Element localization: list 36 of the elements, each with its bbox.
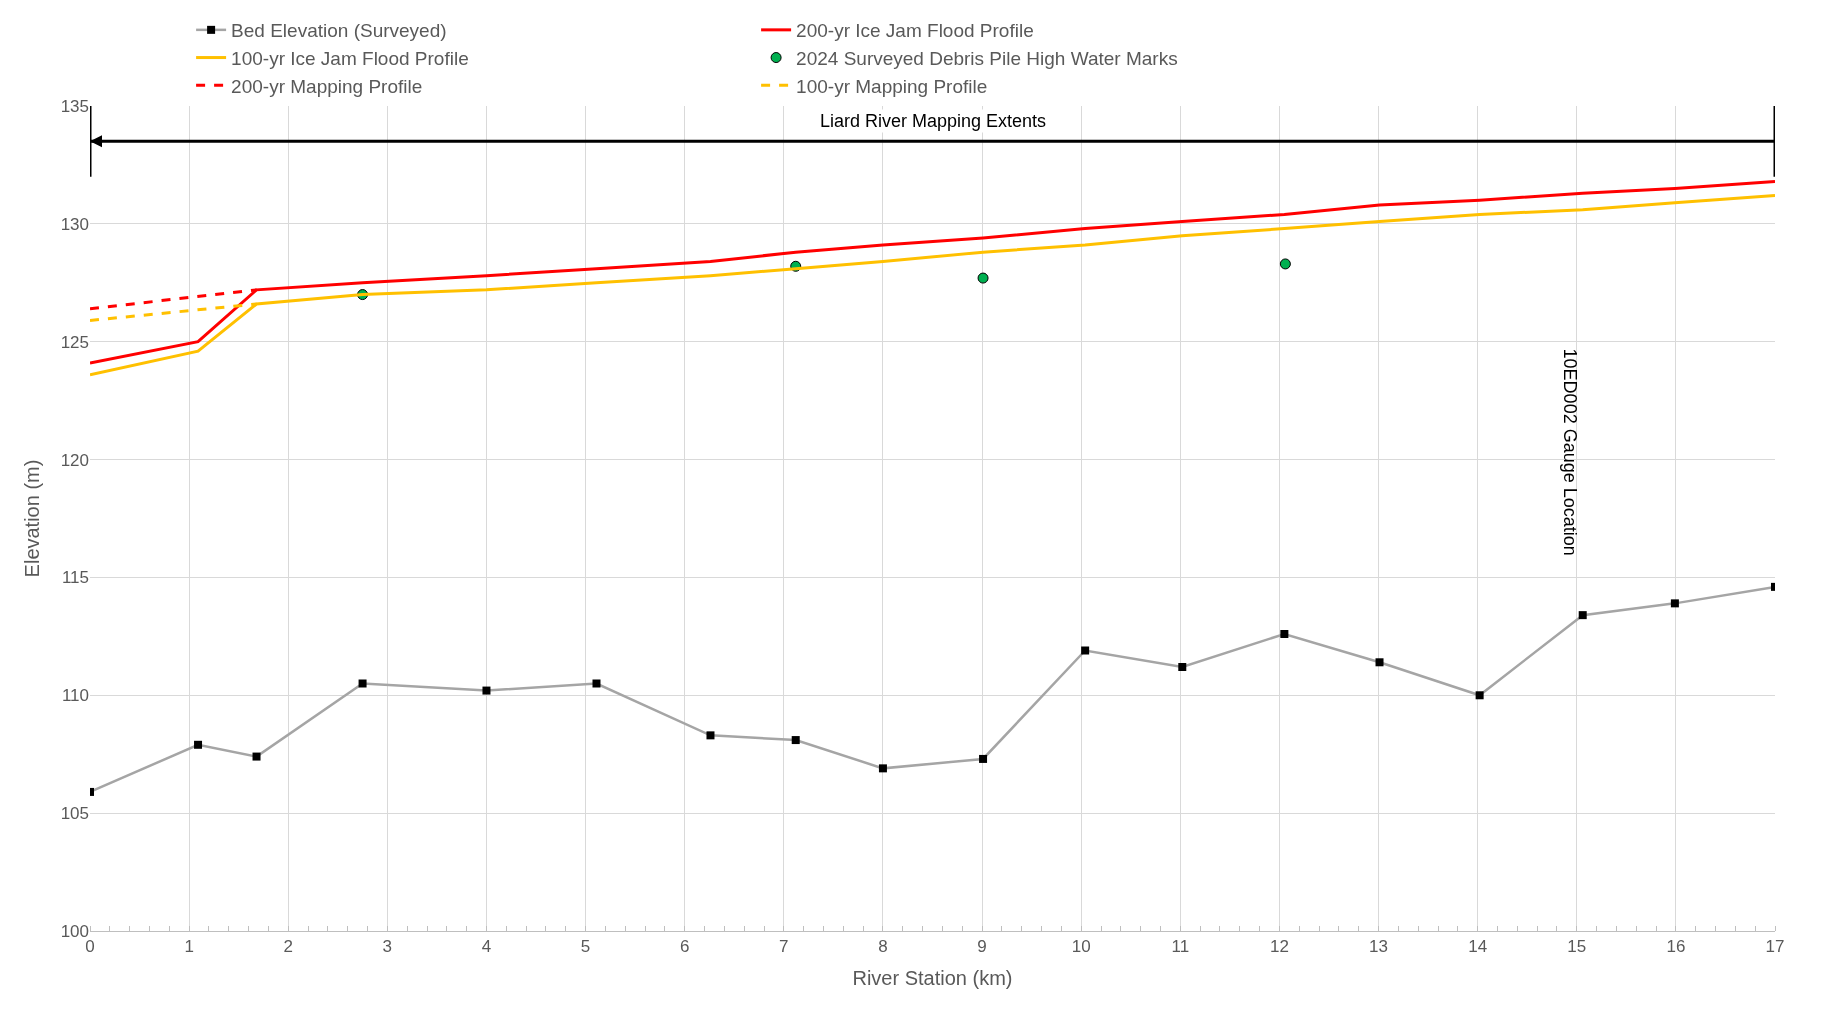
x-tick-label: 12 <box>1269 937 1289 957</box>
x-tick-label: 10 <box>1071 937 1091 957</box>
x-axis-title: River Station (km) <box>852 966 1013 989</box>
x-tick-label: 11 <box>1171 937 1190 957</box>
legend-label: 100-yr Mapping Profile <box>796 75 988 97</box>
x-tick-label: 17 <box>1765 937 1785 957</box>
y-tick-label: 120 <box>60 450 89 470</box>
y-tick-label: 115 <box>61 568 89 588</box>
y-tick-label: 135 <box>60 96 89 116</box>
legend-label: 200-yr Ice Jam Flood Profile <box>796 20 1034 42</box>
x-tick-label: 6 <box>679 937 690 957</box>
x-tick-label: 4 <box>481 937 492 957</box>
legend-label: Bed Elevation (Surveyed) <box>231 20 447 42</box>
x-tick-label: 1 <box>184 937 194 957</box>
legend-label: 200-yr Mapping Profile <box>231 75 423 97</box>
x-tick-label: 13 <box>1369 937 1388 957</box>
x-tick-label: 2 <box>283 937 293 957</box>
legend-label: 100-yr Ice Jam Flood Profile <box>231 47 469 69</box>
y-axis-title: Elevation (m) <box>21 459 44 578</box>
x-tick-label: 15 <box>1567 937 1587 957</box>
x-tick-label: 16 <box>1666 937 1686 957</box>
x-tick-label: 5 <box>580 937 591 957</box>
point <box>977 272 989 284</box>
y-tick-label: 130 <box>60 214 89 234</box>
x-tick-label: 3 <box>382 937 393 957</box>
annotation: Liard River Mapping Extents <box>820 111 1047 131</box>
legend-label: 2024 Surveyed Debris Pile High Water Marks <box>796 47 1178 69</box>
y-tick-label: 105 <box>60 804 89 824</box>
point <box>1279 258 1291 270</box>
x-tick-label: 9 <box>977 937 987 957</box>
x-tick-label: 14 <box>1468 937 1488 957</box>
y-tick-label: 110 <box>61 686 89 706</box>
x-tick-label: 7 <box>779 937 789 957</box>
y-tick-label: 125 <box>60 332 89 352</box>
annotation: 10ED002 Gauge Location <box>1560 348 1581 556</box>
x-tick-label: 8 <box>878 937 888 957</box>
